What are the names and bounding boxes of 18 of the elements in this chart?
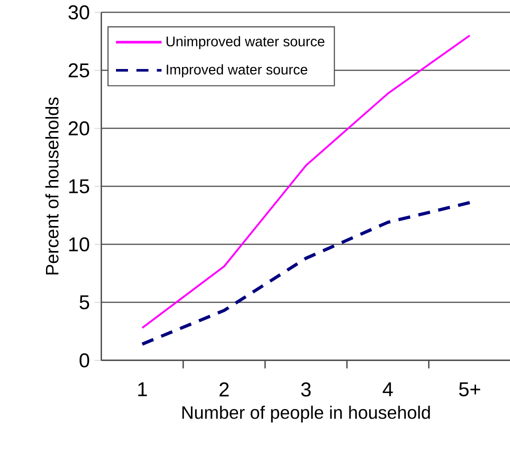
y-tick-label: 0 [80, 353, 90, 368]
legend-label: Improved water source [166, 64, 308, 78]
y-tick-label: 25 [68, 63, 90, 78]
line-series [141, 34, 471, 329]
line-series [140, 200, 472, 346]
x-tick-label: 4 [382, 382, 393, 396]
y-tick-label: 20 [68, 121, 90, 136]
x-tick-label: 1 [138, 382, 147, 396]
y-axis-title: Percent of households [45, 97, 59, 274]
x-axis-title: Number of people in household [182, 406, 430, 422]
y-tick-label: 30 [68, 5, 90, 20]
x-tick-label: 2 [220, 382, 229, 396]
legend-label: Unimproved water source [166, 36, 324, 50]
y-tick-label: 5 [80, 295, 90, 310]
x-tick-label: 5+ [459, 382, 480, 396]
y-tick-label: 15 [69, 179, 90, 194]
y-tick-label: 10 [69, 237, 90, 252]
x-tick-label: 3 [301, 382, 311, 397]
